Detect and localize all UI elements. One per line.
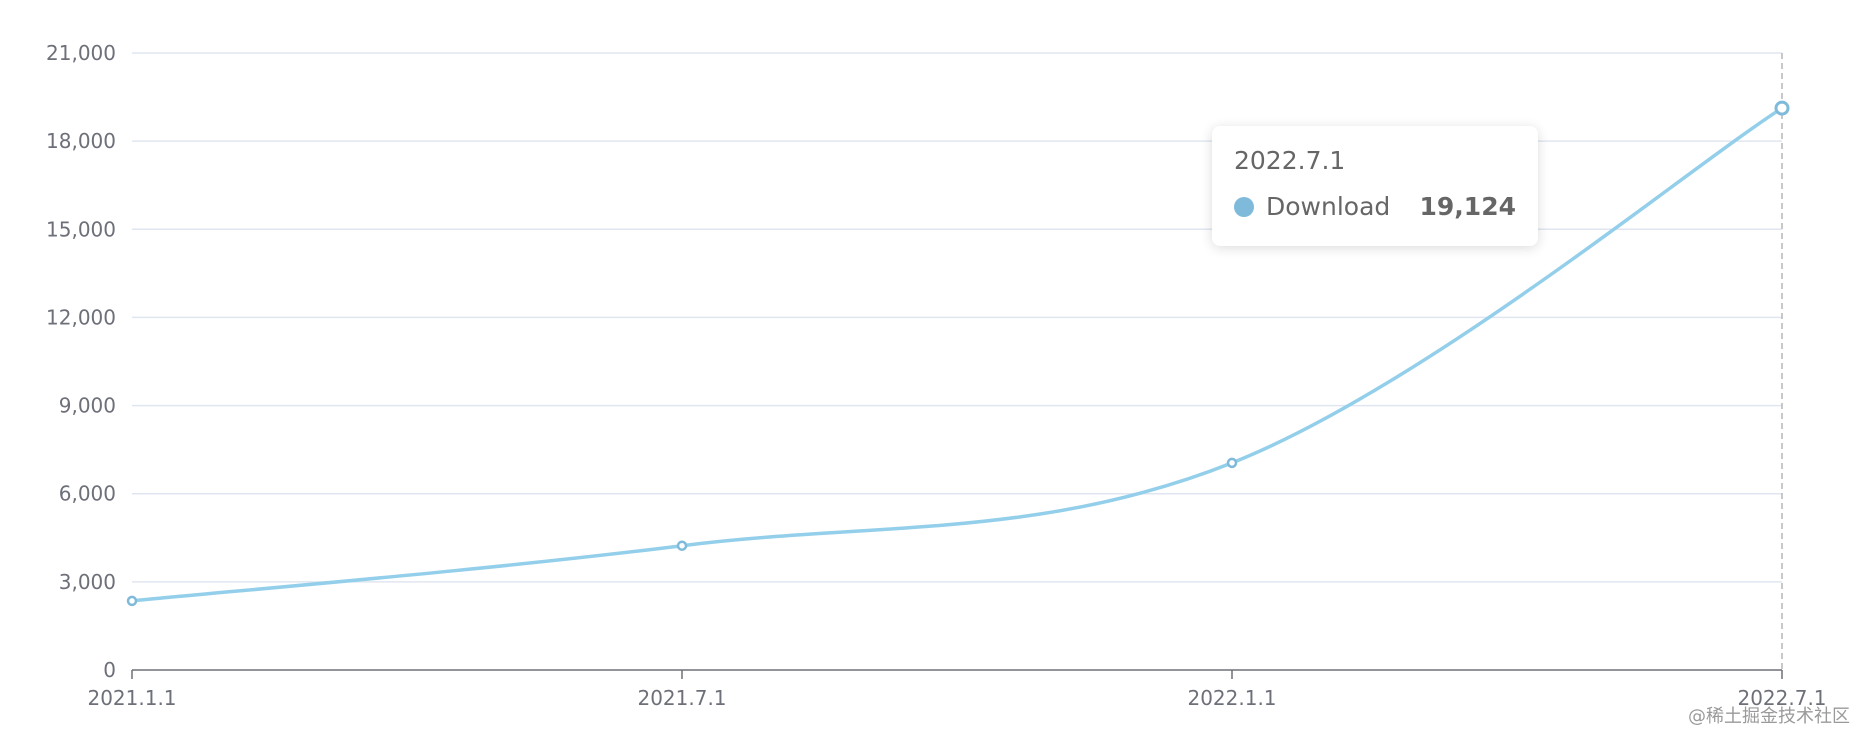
tooltip-value: 19,124 — [1419, 192, 1516, 221]
watermark: @稀土掘金技术社区 — [1688, 706, 1850, 727]
data-point — [676, 540, 688, 551]
tooltip-series-marker-icon — [1234, 197, 1254, 217]
x-axis: 2021.1.1 2021.7.1 2022.1.1 2022.7.1 — [87, 669, 1827, 710]
series-line-download — [131, 106, 1783, 603]
y-tick-label: 12,000 — [46, 305, 116, 329]
y-tick-label: 21,000 — [46, 41, 116, 65]
x-tick-label: 2021.1.1 — [87, 686, 176, 710]
tooltip-title: 2022.7.1 — [1234, 146, 1346, 175]
y-axis-labels: 0 3,000 6,000 9,000 12,000 15,000 18,000 21,000 — [46, 41, 116, 682]
y-tick-label: 6,000 — [59, 482, 116, 506]
x-tick-label: 2022.7.1 — [1737, 686, 1826, 710]
y-tick-label: 3,000 — [59, 570, 116, 594]
x-tick-label: 2021.7.1 — [637, 686, 726, 710]
y-tick-label: 9,000 — [59, 394, 116, 418]
tooltip: 2022.7.1 Download 19,124 — [1212, 126, 1538, 246]
data-point — [1774, 100, 1790, 116]
data-point — [126, 595, 138, 607]
x-tick-label: 2022.1.1 — [1187, 686, 1276, 710]
y-tick-label: 0 — [103, 658, 116, 682]
series-download[interactable] — [126, 100, 1790, 607]
y-tick-label: 15,000 — [46, 217, 116, 241]
y-tick-label: 18,000 — [46, 129, 116, 153]
tooltip-row: Download 19,124 — [1234, 190, 1516, 224]
data-point — [1226, 457, 1238, 469]
tooltip-series-name: Download — [1266, 192, 1391, 221]
grid-lines — [132, 52, 1782, 583]
